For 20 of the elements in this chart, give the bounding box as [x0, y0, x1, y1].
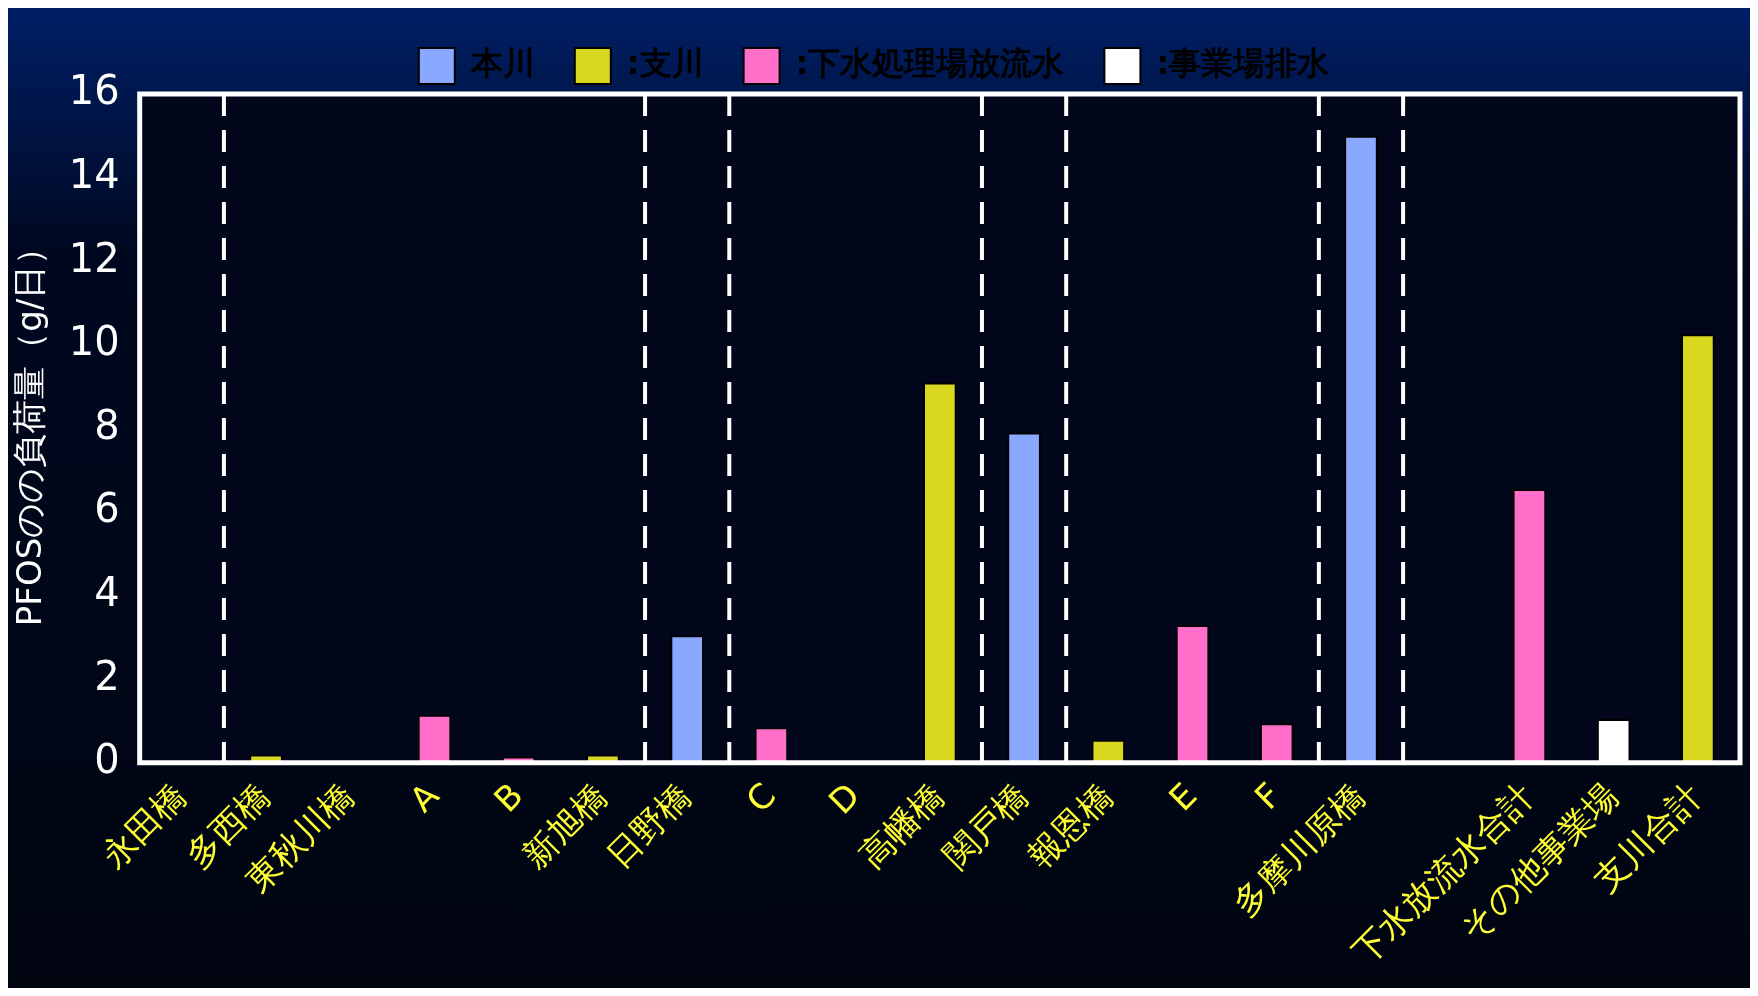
y-tick-label: 6	[94, 485, 120, 532]
x-tick-label: E	[1160, 774, 1205, 819]
x-tick-label: B	[485, 774, 531, 820]
x-tick-label: A	[401, 774, 447, 820]
y-tick-label: 10	[68, 318, 120, 365]
y-tick-label: 8	[94, 401, 120, 448]
x-tick-label: F	[1246, 774, 1289, 818]
legend-label: :支川	[626, 44, 704, 83]
y-tick-label: 4	[94, 569, 120, 616]
legend-label: 本川	[469, 44, 535, 83]
x-tick-label: D	[820, 774, 868, 822]
y-tick-label: 2	[94, 652, 120, 699]
x-tick-label: C	[738, 774, 784, 820]
y-axis-title: PFOSのの負荷量（g/日）	[9, 230, 50, 627]
legend-label: :下水処理場放流水	[795, 44, 1066, 83]
legend-label: :事業場排水	[1156, 44, 1331, 83]
y-tick-label: 16	[68, 67, 120, 114]
y-tick-label: 14	[68, 151, 120, 197]
y-tick-label: 12	[68, 234, 120, 281]
y-tick-label: 0	[94, 736, 120, 783]
